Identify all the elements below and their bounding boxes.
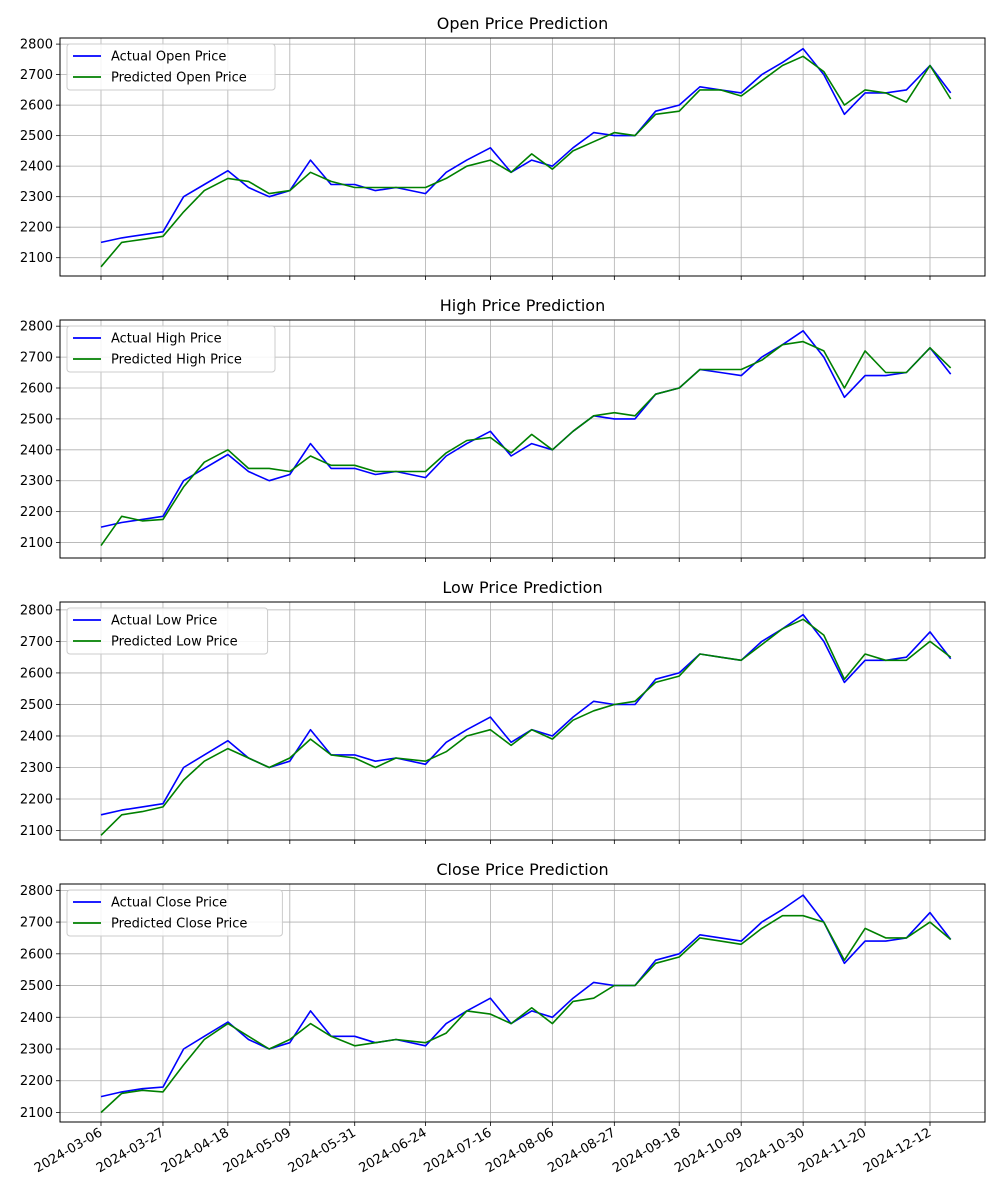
y-tick-label: 2500 bbox=[20, 129, 53, 144]
y-tick-label: 2100 bbox=[20, 824, 53, 839]
legend-label: Actual High Price bbox=[111, 332, 222, 347]
x-tick-label: 2024-06-24 bbox=[357, 1125, 430, 1176]
x-tick-label: 2024-09-18 bbox=[610, 1125, 683, 1176]
axes-frame bbox=[59, 319, 986, 559]
x-tick-label: 2024-05-31 bbox=[286, 1125, 359, 1176]
x-tick-label: 2024-07-16 bbox=[421, 1125, 494, 1176]
legend-label: Predicted Low Price bbox=[111, 635, 238, 650]
y-tick-label: 2300 bbox=[20, 190, 53, 205]
y-tick-label: 2700 bbox=[20, 916, 53, 931]
x-tick-label: 2024-03-06 bbox=[32, 1125, 105, 1176]
x-tick-label: 2024-10-30 bbox=[734, 1125, 807, 1176]
legend-label: Actual Close Price bbox=[111, 896, 227, 911]
x-tick-label: 2024-10-09 bbox=[672, 1125, 745, 1176]
y-tick-label: 2200 bbox=[20, 221, 53, 236]
y-tick-label: 2300 bbox=[20, 761, 53, 776]
axes-frame bbox=[59, 37, 986, 277]
y-tick-label: 2600 bbox=[20, 382, 53, 397]
y-tick-label: 2100 bbox=[20, 1106, 53, 1121]
y-tick-label: 2400 bbox=[20, 443, 53, 458]
y-tick-label: 2300 bbox=[20, 474, 53, 489]
legend: Actual Open Price Predicted Open Price bbox=[66, 43, 276, 91]
x-tick-label: 2024-05-09 bbox=[221, 1125, 294, 1176]
y-tick-label: 2200 bbox=[20, 505, 53, 520]
y-tick-label: 2800 bbox=[20, 884, 53, 899]
series-line-predicted bbox=[100, 914, 952, 1114]
chart-title: Low Price Prediction bbox=[442, 578, 602, 597]
y-tick-label: 2600 bbox=[20, 99, 53, 114]
panel-4: 2100 2200 2300 2400 2500 2600 2700 2800 Close Pr… bbox=[20, 860, 986, 1126]
y-tick-label: 2400 bbox=[20, 729, 53, 744]
y-tick-label: 2100 bbox=[20, 536, 53, 551]
legend-box bbox=[66, 607, 269, 655]
axes-frame bbox=[59, 883, 986, 1123]
legend-label: Actual Open Price bbox=[111, 50, 226, 65]
legend-label: Predicted High Price bbox=[111, 353, 242, 368]
legend: Actual High Price Predicted High Price bbox=[66, 325, 276, 373]
legend-label: Actual Low Price bbox=[111, 614, 217, 629]
y-tick-label: 2800 bbox=[20, 38, 53, 53]
y-tick-label: 2300 bbox=[20, 1043, 53, 1058]
chart-title: High Price Prediction bbox=[440, 296, 605, 315]
panel-3: 2100 2200 2300 2400 2500 2600 2700 2800 Low Pric… bbox=[20, 578, 986, 844]
y-tick-label: 2700 bbox=[20, 635, 53, 650]
y-tick-label: 2100 bbox=[20, 251, 53, 266]
y-tick-label: 2700 bbox=[20, 68, 53, 83]
chart-title: Open Price Prediction bbox=[437, 14, 608, 33]
legend-label: Predicted Close Price bbox=[111, 917, 247, 932]
x-tick-label: 2024-11-20 bbox=[796, 1125, 869, 1176]
y-tick-label: 2500 bbox=[20, 412, 53, 427]
y-tick-label: 2400 bbox=[20, 160, 53, 175]
panel-2: 2100 2200 2300 2400 2500 2600 2700 2800 High Pri… bbox=[20, 296, 986, 562]
panel-1: 2100 2200 2300 2400 2500 2600 2700 2800 Open Pri… bbox=[20, 14, 986, 280]
x-tick-label: 2024-03-27 bbox=[94, 1125, 167, 1176]
series-line-actual bbox=[100, 47, 952, 244]
y-tick-label: 2800 bbox=[20, 603, 53, 618]
y-tick-label: 2200 bbox=[20, 1074, 53, 1089]
legend: Actual Close Price Predicted Close Price bbox=[66, 889, 283, 937]
y-tick-label: 2700 bbox=[20, 351, 53, 366]
y-tick-label: 2800 bbox=[20, 320, 53, 335]
x-tick-label: 2024-04-18 bbox=[159, 1125, 232, 1176]
y-tick-label: 2200 bbox=[20, 793, 53, 808]
axes-frame bbox=[59, 601, 986, 841]
series-line-actual bbox=[100, 329, 952, 528]
chart-title: Close Price Prediction bbox=[436, 860, 608, 879]
x-tick-label: 2024-08-06 bbox=[483, 1125, 556, 1176]
legend: Actual Low Price Predicted Low Price bbox=[66, 607, 269, 655]
legend-box bbox=[66, 889, 283, 937]
y-tick-label: 2600 bbox=[20, 947, 53, 962]
y-tick-label: 2500 bbox=[20, 979, 53, 994]
y-tick-label: 2500 bbox=[20, 698, 53, 713]
x-tick-label: 2024-12-12 bbox=[861, 1125, 934, 1176]
series-line-predicted bbox=[100, 618, 952, 836]
series-line-actual bbox=[100, 894, 952, 1098]
legend-box bbox=[66, 43, 276, 91]
series-line-predicted bbox=[100, 340, 952, 547]
legend-label: Predicted Open Price bbox=[111, 71, 247, 86]
x-tick-label: 2024-08-27 bbox=[545, 1125, 618, 1176]
y-tick-label: 2400 bbox=[20, 1011, 53, 1026]
series-line-predicted bbox=[100, 55, 952, 268]
y-tick-label: 2600 bbox=[20, 666, 53, 681]
legend-box bbox=[66, 325, 276, 373]
